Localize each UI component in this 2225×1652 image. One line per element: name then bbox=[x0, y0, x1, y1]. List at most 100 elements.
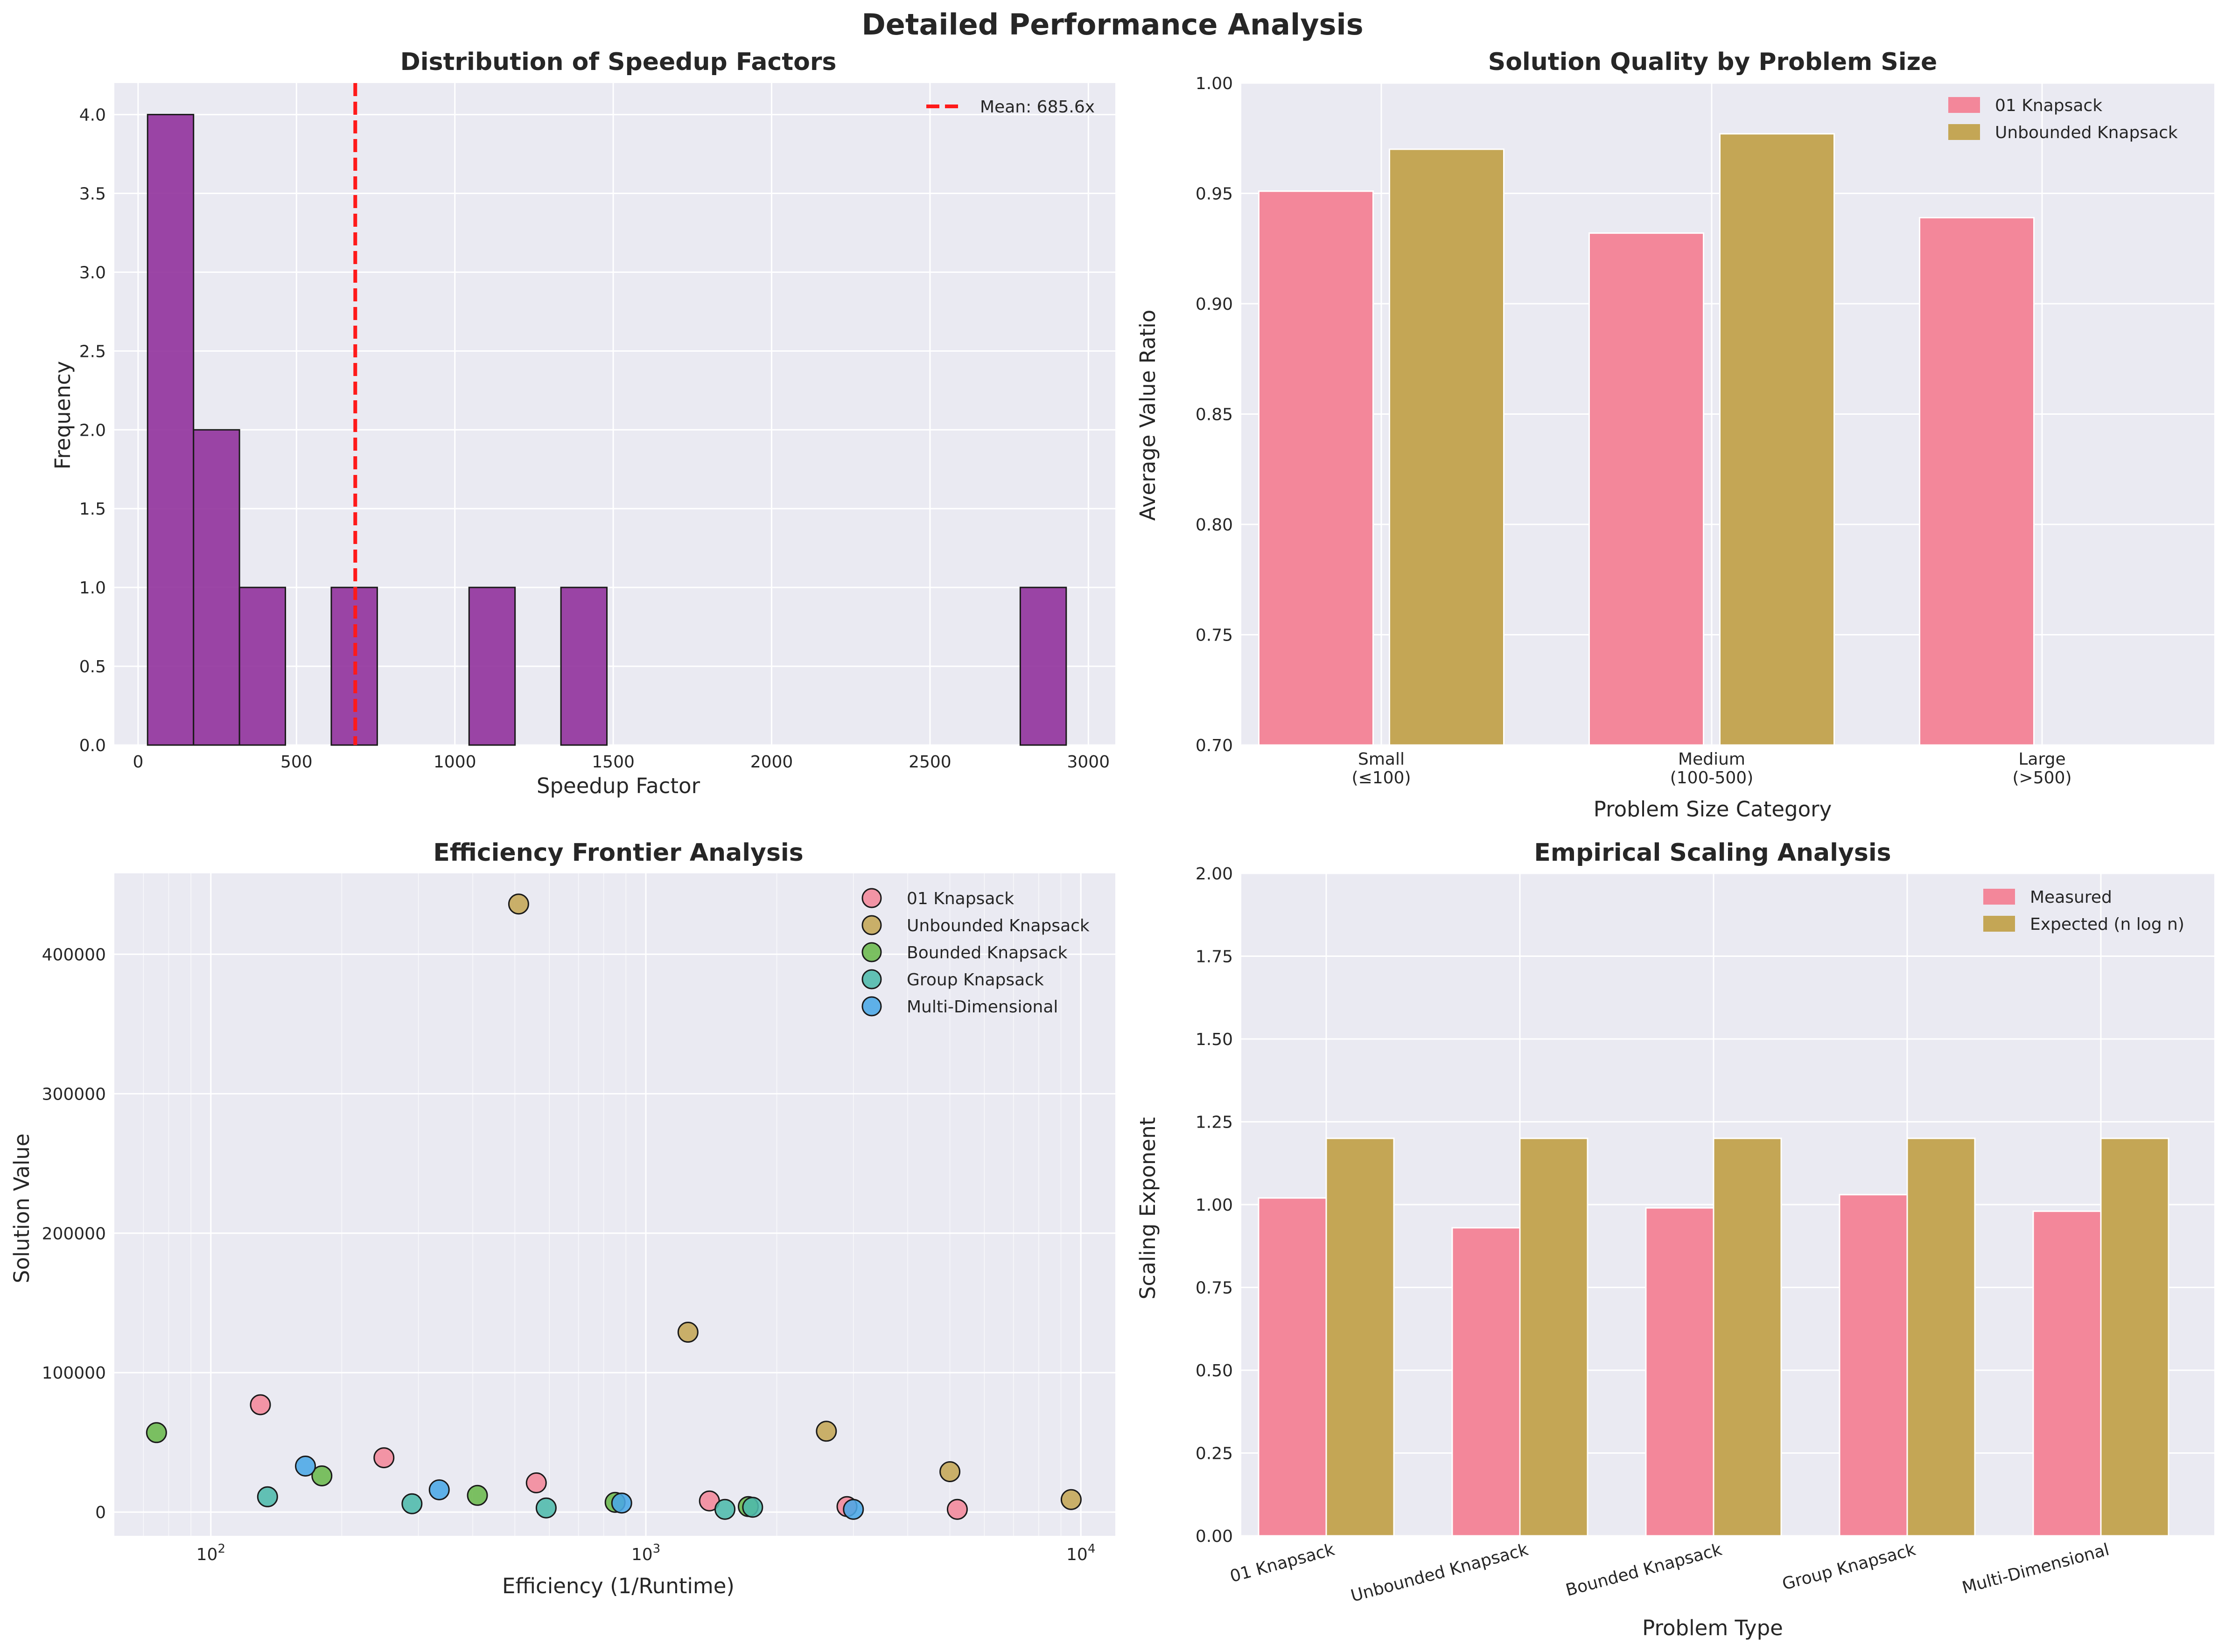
solution-quality-panel: Solution Quality by Problem Size Problem… bbox=[1135, 48, 2214, 822]
legend-label: Bounded Knapsack bbox=[907, 943, 1068, 962]
scatter-point bbox=[257, 1486, 278, 1507]
legend-swatch bbox=[1983, 916, 2015, 932]
y-tick-label: 0.80 bbox=[1196, 516, 1233, 535]
legend-swatch bbox=[1983, 889, 2015, 905]
x-tick-label: Large bbox=[2018, 750, 2065, 769]
panel-title: Empirical Scaling Analysis bbox=[1534, 839, 1891, 867]
legend-marker bbox=[861, 969, 882, 990]
y-tick-label: 0.50 bbox=[1196, 1361, 1233, 1380]
figure-title: Detailed Performance Analysis bbox=[861, 7, 1363, 42]
y-tick-label: 4.0 bbox=[79, 106, 106, 125]
legend-label: Unbounded Knapsack bbox=[907, 916, 1090, 935]
legend-swatch bbox=[1948, 124, 1980, 140]
scatter-point bbox=[428, 1479, 450, 1500]
y-tick-label: 0.75 bbox=[1196, 626, 1233, 645]
bar-measured bbox=[1258, 1197, 1327, 1537]
scatter-point bbox=[401, 1493, 423, 1514]
y-tick-label: 1.5 bbox=[79, 500, 106, 519]
y-tick-label: 2.0 bbox=[79, 421, 106, 440]
y-tick-label: 1.50 bbox=[1196, 1030, 1233, 1049]
legend-label: Expected (n log n) bbox=[2030, 915, 2184, 934]
y-tick-label: 3.0 bbox=[79, 263, 106, 282]
scatter-point bbox=[508, 893, 529, 915]
y-tick-label: 0.5 bbox=[79, 657, 106, 676]
histogram-bar bbox=[147, 114, 195, 746]
y-tick-label: 200000 bbox=[42, 1224, 106, 1243]
histogram-bar bbox=[238, 586, 287, 746]
y-tick-label: 0.95 bbox=[1196, 185, 1233, 204]
scatter-point bbox=[250, 1394, 271, 1415]
legend-label: 01 Knapsack bbox=[907, 889, 1014, 908]
x-tick-label: 0 bbox=[133, 753, 143, 772]
bar-01-knapsack bbox=[1919, 217, 2035, 746]
x-tick-label: 500 bbox=[280, 753, 313, 772]
x-axis-label: Efficiency (1/Runtime) bbox=[502, 1574, 735, 1598]
bar-unbounded-knapsack bbox=[1719, 133, 1835, 746]
legend-label: Measured bbox=[2030, 888, 2112, 907]
y-tick-label: 0.25 bbox=[1196, 1444, 1233, 1464]
bar-expected bbox=[1713, 1137, 1782, 1537]
histogram-bar bbox=[468, 586, 516, 746]
panel-title: Solution Quality by Problem Size bbox=[1488, 48, 1937, 76]
y-tick-label: 1.00 bbox=[1196, 1196, 1233, 1215]
x-tick-sublabel: (100-500) bbox=[1670, 768, 1754, 788]
x-tick-label: 104 bbox=[1066, 1542, 1095, 1564]
scatter-point bbox=[146, 1422, 167, 1443]
scatter-point bbox=[1060, 1489, 1082, 1510]
speedup-histogram-panel: Distribution of Speedup Factors Speedup … bbox=[50, 48, 1115, 798]
x-tick-sublabel: (≤100) bbox=[1352, 768, 1411, 788]
scatter-point bbox=[611, 1492, 632, 1514]
scatter-point bbox=[467, 1485, 488, 1506]
legend-marker bbox=[861, 888, 882, 908]
y-tick-label: 300000 bbox=[42, 1085, 106, 1104]
bar-01-knapsack bbox=[1258, 190, 1374, 746]
legend-label: Unbounded Knapsack bbox=[1995, 123, 2178, 142]
x-tick-label: Medium bbox=[1678, 750, 1745, 769]
y-tick-label: 1.25 bbox=[1196, 1113, 1233, 1132]
x-tick-label: 2000 bbox=[750, 753, 793, 772]
y-axis-label: Scaling Exponent bbox=[1135, 1117, 1160, 1300]
scatter-point bbox=[535, 1497, 557, 1519]
scatter-point bbox=[742, 1497, 763, 1518]
scaling-analysis-panel: Empirical Scaling Analysis Problem Type … bbox=[1135, 839, 2214, 1640]
scatter-point bbox=[843, 1499, 864, 1520]
panel-title: Efficiency Frontier Analysis bbox=[433, 839, 803, 867]
bar-expected bbox=[1519, 1137, 1588, 1537]
x-axis-label: Problem Size Category bbox=[1594, 797, 1832, 822]
x-tick-label: 1500 bbox=[592, 753, 635, 772]
x-tick-label: 102 bbox=[196, 1542, 225, 1564]
scatter-point bbox=[816, 1421, 837, 1442]
bar-measured bbox=[2032, 1210, 2102, 1537]
y-tick-label: 0.85 bbox=[1196, 405, 1233, 425]
efficiency-frontier-panel: Efficiency Frontier Analysis Efficiency … bbox=[9, 839, 1115, 1598]
scatter-point bbox=[714, 1499, 736, 1520]
legend-label: Multi-Dimensional bbox=[907, 997, 1058, 1017]
x-tick-label: 1000 bbox=[434, 753, 476, 772]
legend-swatch bbox=[1948, 97, 1980, 113]
bar-measured bbox=[1645, 1207, 1714, 1537]
plot-area bbox=[114, 873, 1115, 1536]
x-tick-label: 3000 bbox=[1067, 753, 1110, 772]
legend-mean-label: Mean: 685.6x bbox=[980, 98, 1095, 117]
y-tick-label: 2.00 bbox=[1196, 864, 1233, 884]
y-tick-label: 0 bbox=[95, 1503, 106, 1522]
panel-title: Distribution of Speedup Factors bbox=[400, 48, 837, 76]
scatter-point bbox=[295, 1456, 316, 1477]
y-tick-label: 0.0 bbox=[79, 736, 106, 755]
x-axis-label: Speedup Factor bbox=[537, 774, 700, 798]
y-axis-label: Frequency bbox=[50, 361, 75, 469]
y-tick-label: 0.90 bbox=[1196, 295, 1233, 314]
bar-expected bbox=[1906, 1137, 1976, 1537]
bar-measured bbox=[1451, 1227, 1521, 1537]
y-axis-label: Average Value Ratio bbox=[1135, 310, 1160, 521]
y-tick-label: 1.75 bbox=[1196, 948, 1233, 967]
bar-expected bbox=[2100, 1137, 2169, 1537]
scatter-point bbox=[946, 1499, 968, 1520]
x-axis-label: Problem Type bbox=[1642, 1616, 1783, 1640]
histogram-bar bbox=[560, 586, 608, 746]
scatter-point bbox=[373, 1447, 395, 1469]
bar-measured bbox=[1839, 1194, 1908, 1537]
y-tick-label: 400000 bbox=[42, 945, 106, 964]
legend-label: 01 Knapsack bbox=[1995, 96, 2102, 115]
